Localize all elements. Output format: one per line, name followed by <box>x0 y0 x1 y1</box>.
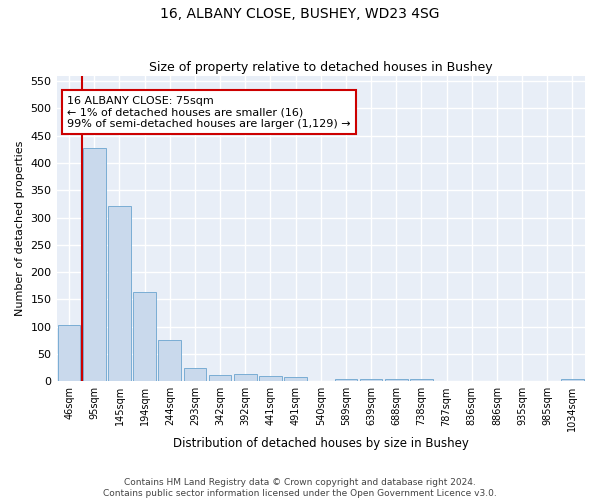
Bar <box>561 378 584 382</box>
Bar <box>58 325 80 382</box>
Text: Contains HM Land Registry data © Crown copyright and database right 2024.
Contai: Contains HM Land Registry data © Crown c… <box>103 478 497 498</box>
Bar <box>259 376 282 382</box>
Bar <box>385 378 407 382</box>
X-axis label: Distribution of detached houses by size in Bushey: Distribution of detached houses by size … <box>173 437 469 450</box>
Bar <box>209 375 232 382</box>
Bar <box>133 292 156 382</box>
Bar <box>410 378 433 382</box>
Bar <box>158 340 181 382</box>
Bar <box>184 368 206 382</box>
Bar <box>360 378 382 382</box>
Bar <box>83 148 106 382</box>
Bar <box>234 374 257 382</box>
Title: Size of property relative to detached houses in Bushey: Size of property relative to detached ho… <box>149 62 493 74</box>
Bar <box>284 377 307 382</box>
Bar <box>108 206 131 382</box>
Text: 16, ALBANY CLOSE, BUSHEY, WD23 4SG: 16, ALBANY CLOSE, BUSHEY, WD23 4SG <box>160 8 440 22</box>
Bar <box>335 378 357 382</box>
Text: 16 ALBANY CLOSE: 75sqm
← 1% of detached houses are smaller (16)
99% of semi-deta: 16 ALBANY CLOSE: 75sqm ← 1% of detached … <box>67 96 351 128</box>
Y-axis label: Number of detached properties: Number of detached properties <box>15 141 25 316</box>
